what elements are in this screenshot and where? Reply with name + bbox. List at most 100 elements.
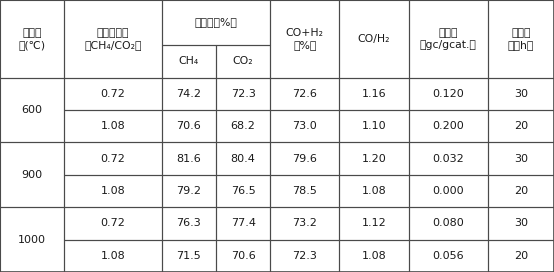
Bar (488, 78, 554, 110)
Text: 0.72: 0.72 (100, 89, 125, 99)
Bar (488, 175, 554, 207)
Bar (64, 142, 162, 175)
Bar (64, 207, 162, 240)
Bar (488, 142, 554, 175)
Text: 81.6: 81.6 (177, 154, 201, 163)
Bar (340, 240, 409, 272)
Text: 0.080: 0.080 (432, 218, 464, 228)
Text: 30: 30 (514, 154, 528, 163)
Text: 反应时
间（h）: 反应时 间（h） (507, 27, 534, 50)
Text: 1.08: 1.08 (362, 186, 387, 196)
Bar (409, 110, 488, 142)
Bar (0, 0, 64, 78)
Bar (270, 142, 340, 175)
Bar (64, 0, 162, 78)
Bar (162, 78, 216, 110)
Bar (270, 110, 340, 142)
Bar (340, 207, 409, 240)
Bar (409, 142, 488, 175)
Bar (216, 78, 270, 110)
Text: 1.16: 1.16 (362, 89, 386, 99)
Text: 积碳量
（gc/gcat.）: 积碳量 （gc/gcat.） (420, 27, 476, 50)
Text: 79.2: 79.2 (176, 186, 202, 196)
Text: 72.6: 72.6 (293, 89, 317, 99)
Text: 72.3: 72.3 (293, 251, 317, 261)
Bar (162, 175, 216, 207)
Text: 74.2: 74.2 (176, 89, 202, 99)
Text: 1.20: 1.20 (362, 154, 387, 163)
Bar (409, 207, 488, 240)
Text: 73.2: 73.2 (293, 218, 317, 228)
Bar (340, 142, 409, 175)
Bar (64, 78, 162, 110)
Text: 73.0: 73.0 (293, 121, 317, 131)
Bar (270, 175, 340, 207)
Text: 20: 20 (514, 121, 528, 131)
Bar (340, 78, 409, 110)
Text: 1.08: 1.08 (100, 251, 125, 261)
Text: 0.032: 0.032 (432, 154, 464, 163)
Text: 1.12: 1.12 (362, 218, 387, 228)
Text: 30: 30 (514, 218, 528, 228)
Bar (340, 175, 409, 207)
Text: CO+H₂
（%）: CO+H₂ （%） (286, 27, 324, 50)
Bar (270, 78, 340, 110)
Bar (0, 78, 64, 142)
Text: CH₄: CH₄ (179, 56, 199, 66)
Text: 20: 20 (514, 251, 528, 261)
Text: 68.2: 68.2 (230, 121, 255, 131)
Bar (162, 110, 216, 142)
Text: 1.08: 1.08 (100, 186, 125, 196)
Bar (162, 45, 216, 78)
Text: 77.4: 77.4 (230, 218, 255, 228)
Bar (409, 240, 488, 272)
Bar (0, 207, 64, 272)
Bar (162, 240, 216, 272)
Text: 0.200: 0.200 (432, 121, 464, 131)
Text: 1.08: 1.08 (362, 251, 387, 261)
Bar (409, 175, 488, 207)
Bar (64, 110, 162, 142)
Text: 1.08: 1.08 (100, 121, 125, 131)
Bar (488, 240, 554, 272)
Text: 900: 900 (22, 170, 43, 180)
Text: 80.4: 80.4 (230, 154, 255, 163)
Bar (216, 207, 270, 240)
Text: CO₂: CO₂ (233, 56, 253, 66)
Bar (216, 110, 270, 142)
Text: 0.056: 0.056 (433, 251, 464, 261)
Bar (409, 0, 488, 78)
Text: 30: 30 (514, 89, 528, 99)
Bar (340, 110, 409, 142)
Text: 转化率（%）: 转化率（%） (194, 17, 238, 27)
Text: 原料气组成
（CH₄/CO₂）: 原料气组成 （CH₄/CO₂） (84, 27, 142, 50)
Bar (488, 207, 554, 240)
Text: 70.6: 70.6 (177, 121, 201, 131)
Text: 0.120: 0.120 (432, 89, 464, 99)
Bar (0, 142, 64, 207)
Bar (162, 0, 270, 45)
Text: 0.72: 0.72 (100, 218, 125, 228)
Bar (64, 240, 162, 272)
Bar (270, 0, 340, 78)
Bar (216, 240, 270, 272)
Bar (216, 45, 270, 78)
Text: 600: 600 (22, 105, 43, 115)
Text: 1.10: 1.10 (362, 121, 386, 131)
Bar (162, 207, 216, 240)
Text: 焙烧温
度(℃): 焙烧温 度(℃) (18, 27, 45, 50)
Text: 72.3: 72.3 (230, 89, 255, 99)
Text: 76.3: 76.3 (177, 218, 201, 228)
Bar (488, 0, 554, 78)
Bar (270, 207, 340, 240)
Text: CO/H₂: CO/H₂ (358, 34, 391, 44)
Bar (216, 175, 270, 207)
Text: 0.000: 0.000 (433, 186, 464, 196)
Bar (340, 0, 409, 78)
Text: 79.6: 79.6 (293, 154, 317, 163)
Text: 70.6: 70.6 (231, 251, 255, 261)
Text: 76.5: 76.5 (231, 186, 255, 196)
Bar (162, 142, 216, 175)
Bar (270, 240, 340, 272)
Text: 78.5: 78.5 (293, 186, 317, 196)
